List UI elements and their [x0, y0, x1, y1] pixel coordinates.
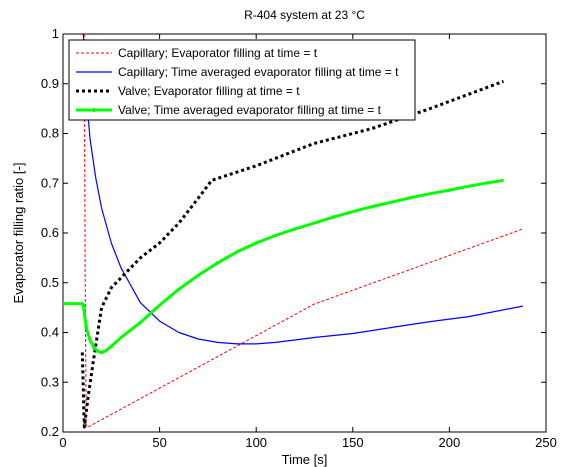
- series-marker: [408, 195, 413, 200]
- series-marker: [293, 227, 297, 231]
- chart-title: R-404 system at 23 °C: [244, 8, 365, 22]
- y-tick-label: 0.7: [41, 175, 59, 190]
- legend-label-3: Valve; Time averaged evaporator filling …: [118, 103, 382, 117]
- x-axis-label: Time [s]: [282, 452, 328, 467]
- series-line-2: [80, 79, 505, 429]
- series-marker: [84, 325, 88, 330]
- y-tick-label: 0.4: [41, 325, 59, 340]
- y-tick-label: 0.3: [41, 374, 59, 389]
- x-tick-label: 250: [535, 435, 557, 450]
- legend-label-1: Capillary; Time averaged evaporator fill…: [118, 65, 399, 79]
- legend-label-0: Capillary; Evaporator filling at time = …: [118, 46, 318, 60]
- legend-label-2: Valve; Evaporator filling at time = t: [118, 84, 300, 98]
- series-group: [63, 34, 523, 429]
- series-marker: [63, 301, 65, 306]
- legend-marker: [92, 108, 96, 112]
- y-axis-label: Evaporator filling ratio [-]: [11, 163, 26, 304]
- series-marker: [370, 204, 374, 209]
- axis-ticks: 0 50 100 150 200 250 0.2 0.3 0.4 0.5 0.6 0.7 0.8 0.9 1: [41, 26, 557, 450]
- series-marker: [109, 344, 114, 349]
- series-marker: [138, 320, 143, 325]
- legend: Capillary; Evaporator filling at time = …: [68, 39, 416, 121]
- legend-box: [68, 39, 416, 121]
- series-marker: [215, 261, 220, 265]
- series-line-1: [82, 34, 523, 345]
- series-marker: [99, 350, 104, 355]
- series-marker: [92, 345, 96, 350]
- series-marker: [331, 215, 336, 219]
- y-tick-label: 0.9: [41, 76, 59, 91]
- y-tick-label: 1: [52, 26, 59, 41]
- x-tick-label: 150: [342, 435, 364, 450]
- x-tick-label: 200: [439, 435, 461, 450]
- series-marker: [81, 303, 86, 307]
- series-marker: [486, 180, 490, 185]
- series-marker: [177, 287, 181, 292]
- x-tick-label: 100: [245, 435, 267, 450]
- y-tick-label: 0.2: [41, 424, 59, 439]
- y-tick-label: 0.8: [41, 126, 59, 141]
- series-line-0: [83, 34, 523, 428]
- series-line-3: [63, 178, 504, 354]
- series-marker: [447, 188, 452, 193]
- x-tick-label: 50: [152, 435, 166, 450]
- x-tick-label: 0: [59, 435, 66, 450]
- series-marker: [254, 241, 258, 245]
- y-tick-label: 0.5: [41, 275, 59, 290]
- y-tick-label: 0.6: [41, 225, 59, 240]
